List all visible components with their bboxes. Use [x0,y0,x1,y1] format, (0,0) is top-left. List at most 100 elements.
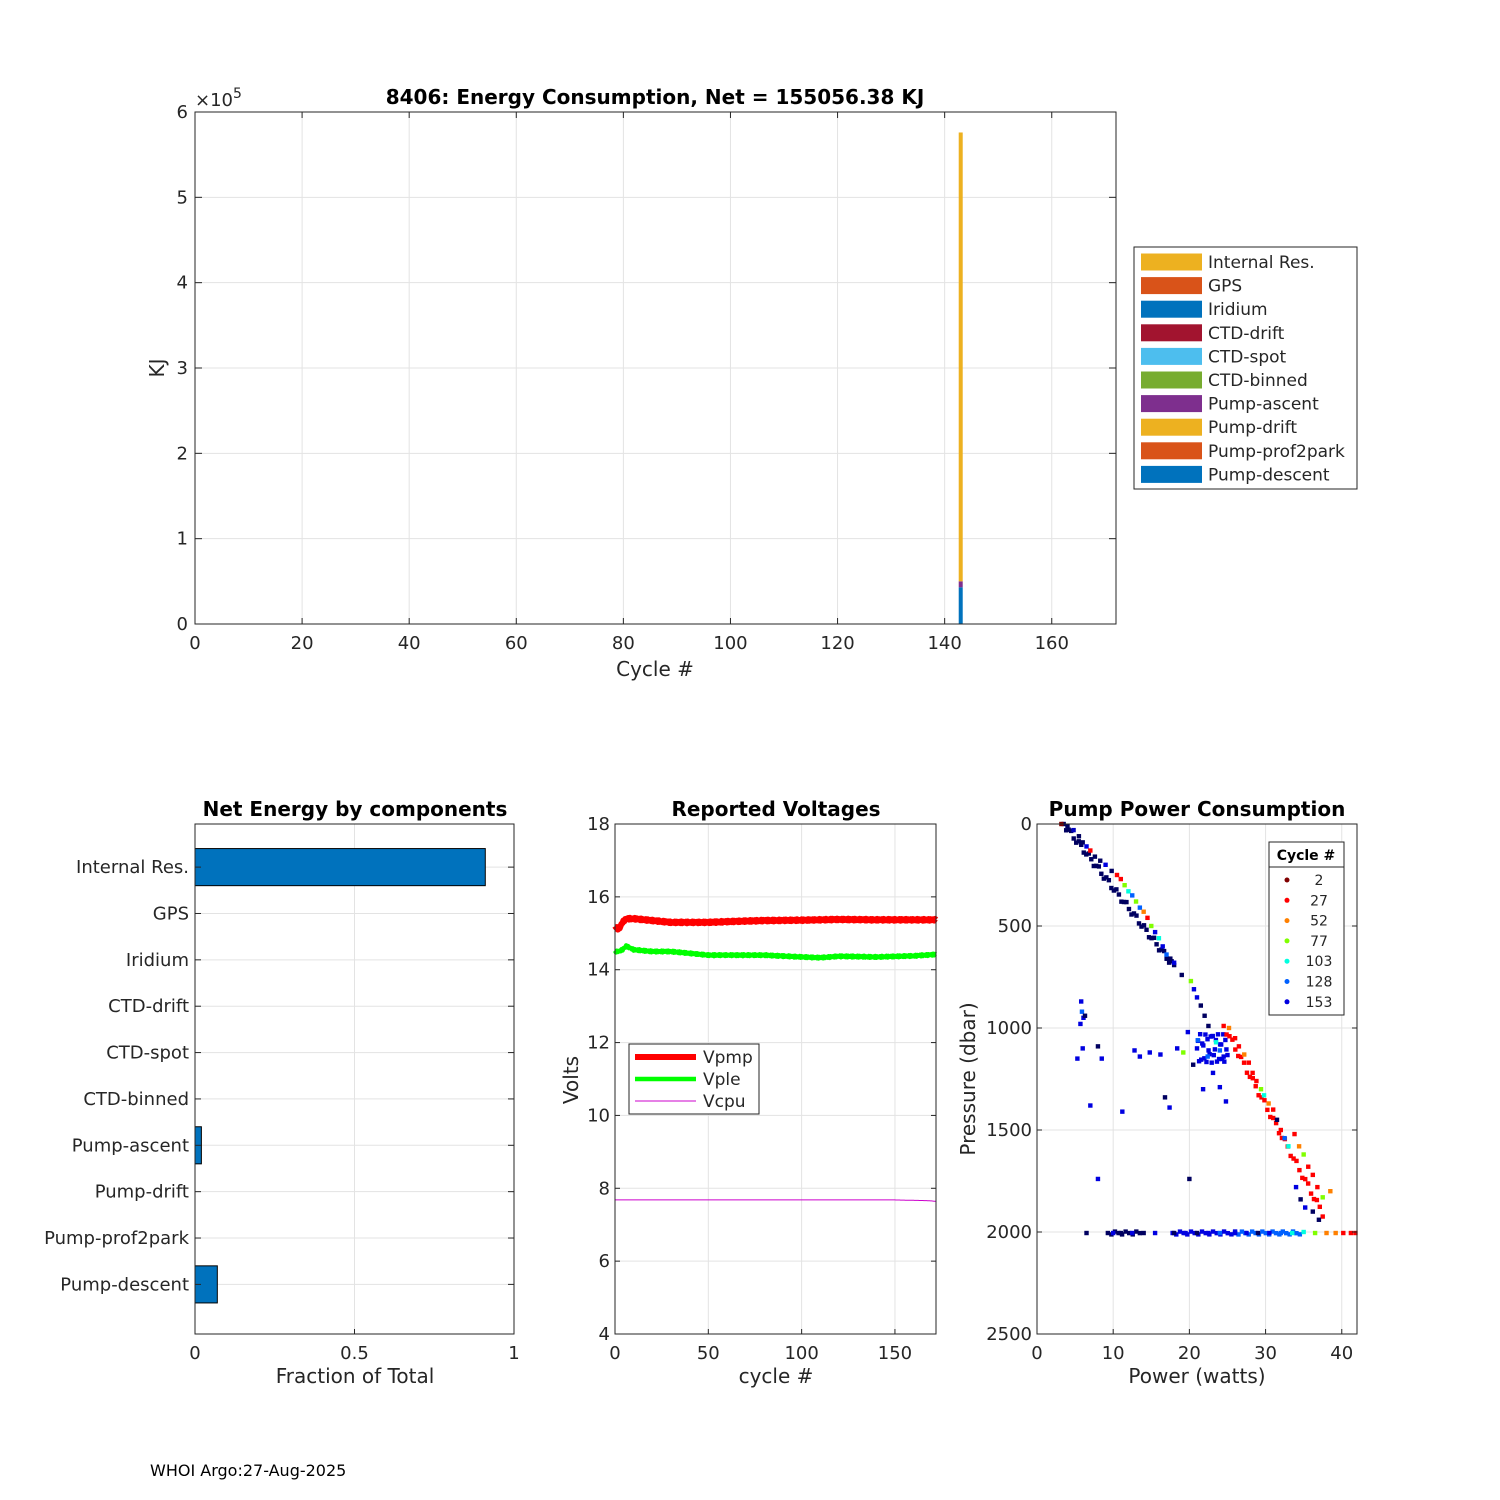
c4-legend-label: 153 [1306,995,1333,1011]
pump-power-consumption-chart: 0 10 20 30 40 0 500 1000 1500 2000 2500 Pump Power… [956,797,1358,1388]
c3-xtick-label: 50 [697,1343,720,1364]
c4-point [1203,1032,1208,1037]
c4-point [1298,1197,1303,1202]
c4-legend-label: 103 [1306,954,1333,970]
c3-ytick-label: 10 [587,1105,610,1126]
c3-axes-box [614,823,937,1335]
c4-point [1266,1101,1271,1106]
c4-point [1201,1043,1206,1048]
c4-point [1214,1059,1220,1064]
c4-point [1078,1021,1083,1027]
c4-point [1082,1013,1088,1018]
c4-point [1078,999,1084,1004]
c1-legend-swatch [1141,418,1202,436]
c4-point [1210,1229,1216,1234]
c4-point [1126,906,1132,912]
c4-point [1089,857,1094,862]
c4-point [1147,1050,1152,1055]
net-energy-by-components-chart: 0 0.5 1 Internal Res. GPS Iridium CTD-drift CTD… [44,797,520,1388]
c4-point [1120,1109,1125,1114]
c1-legend-swatch [1141,300,1202,318]
c2-ytick-label: CTD-spot [106,1043,189,1064]
c4-point [1171,962,1177,968]
c4-point [1103,862,1108,867]
c4-point [1162,1095,1168,1100]
c4-point [1236,1053,1241,1059]
c3-ytick-label: 14 [587,960,610,981]
c4-point [1094,863,1099,869]
c4-point [1111,888,1117,893]
c4-point [1207,1051,1212,1057]
c3-ticks: 0 50 100 150 4 6 8 10 12 14 16 18 [587,814,936,1364]
c4-ytick-label: 1000 [986,1018,1032,1039]
c4-point [1202,1013,1207,1018]
c3-lines [612,914,939,1202]
reported-voltages-chart: 0 50 100 150 4 6 8 10 12 14 16 18 Reported Voltages… [559,797,939,1388]
c1-legend-label: Pump-drift [1208,418,1297,438]
c4-ylabel: Pressure (dbar) [956,1002,980,1155]
c2-ytick-label: Pump-descent [60,1274,189,1295]
c4-point [1119,899,1124,904]
c4-point [1265,1107,1270,1113]
c4-point [1206,1048,1211,1053]
c4-point [1109,868,1114,874]
c4-point [1091,863,1096,869]
c4-point [1185,1029,1191,1035]
c1-legend-swatch [1141,442,1202,460]
c4-ytick-label: 2500 [986,1324,1032,1345]
c4-point [1213,1040,1219,1045]
c4-point [1133,899,1139,904]
c4-point [1084,852,1089,857]
c4-point [1333,1230,1338,1236]
c4-point [1122,883,1127,888]
c3-ytick-label: 6 [599,1251,610,1272]
c2-ytick-label: Iridium [126,950,189,971]
c4-point [1149,923,1154,929]
c4-point [1242,1052,1247,1057]
c4-point [1076,834,1082,839]
c3-ytick-label: 16 [587,887,610,908]
c4-point [1216,1056,1222,1062]
c1-ytick-label: 0 [177,614,188,635]
c4-point [1194,995,1200,1000]
c4-point [1098,858,1103,863]
c3-ytick-label: 18 [587,814,610,835]
c3-legend-label: Vpmp [703,1048,753,1068]
c4-point [1276,1131,1282,1136]
c4-point [1197,1031,1203,1037]
c4-point [1220,1056,1225,1062]
c4-point [1310,1172,1316,1178]
c4-point [1210,1033,1215,1039]
c4-point [1105,1230,1111,1236]
c2-bars [194,848,486,1304]
c1-xtick-label: 40 [398,633,421,654]
c4-point [1292,1131,1297,1137]
c4-legend-box [1268,841,1345,1016]
c1-ytick-label: 4 [177,273,188,294]
c4-point [1232,1230,1238,1236]
c2-ytick-label: CTD-drift [108,996,189,1017]
c1-grid [195,112,1116,624]
c4-axes-box [1036,823,1358,1335]
c1-legend-label: Iridium [1208,300,1268,320]
c4-point [1205,1054,1210,1059]
c4-point [1084,1230,1089,1236]
c4-point [1225,1052,1230,1058]
c2-ticks: 0 0.5 1 Internal Res. GPS Iridium CTD-drift CTD… [44,857,520,1364]
c4-point [1066,827,1071,832]
c4-point [1310,1209,1316,1214]
c4-point [1223,1099,1229,1104]
c4-legend-label: 52 [1310,914,1328,930]
c4-point [1071,827,1076,833]
c4-point [1297,1167,1302,1173]
c4-legend: Cycle # 2 27 52 77 103 128 153 [1268,841,1345,1016]
c4-point [1134,913,1139,918]
c1-legend-swatch [1141,324,1202,342]
c2-ytick-label: Pump-ascent [72,1135,189,1156]
c4-legend-marker [1284,877,1290,883]
c4-point [1099,871,1104,876]
c4-point [1104,875,1109,880]
c4-legend-marker [1284,958,1290,964]
c1-legend-label: Pump-prof2park [1208,442,1345,462]
